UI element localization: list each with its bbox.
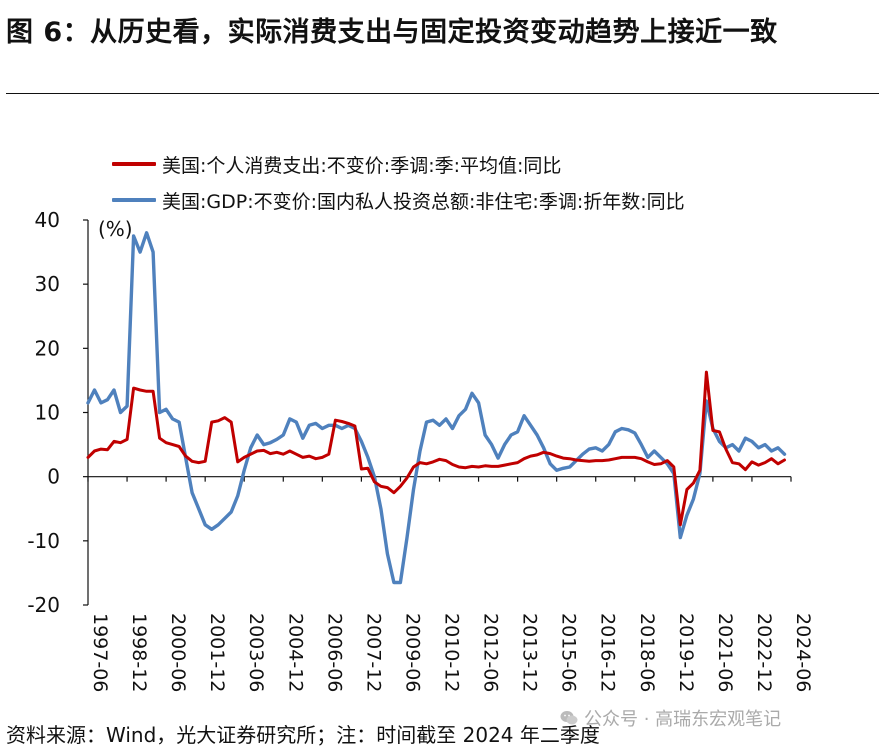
legend-item-investment: 美国:GDP:不变价:国内私人投资总额:非住宅:季调:折年数:同比 (112, 182, 685, 218)
x-tick-label: 2012-06 (480, 613, 502, 692)
x-tick-label: 2016-12 (597, 613, 619, 692)
x-tick-label: 2019-12 (675, 613, 697, 692)
x-tick-label: 2024-06 (792, 613, 814, 692)
x-tick-label: 2013-12 (519, 613, 541, 692)
series-line-consumption (86, 370, 786, 527)
x-tick-label: 2003-06 (245, 613, 267, 692)
x-tick-label: 2007-12 (362, 613, 384, 692)
figure-title: 图 6：从历史看，实际消费支出与固定投资变动趋势上接近一致 (6, 17, 778, 48)
y-tick-label: 20 (35, 336, 60, 360)
wechat-icon (560, 711, 578, 725)
x-tick-label: 2006-06 (323, 613, 345, 692)
y-tick-label: -20 (27, 593, 60, 617)
series-line-investment (86, 231, 787, 585)
x-tick-label: 2009-06 (401, 613, 423, 692)
y-tick-label: 40 (35, 208, 60, 232)
x-tick-label: 2021-06 (714, 613, 736, 692)
x-tick-label: 2018-06 (636, 613, 658, 692)
x-tick-label: 2001-12 (206, 613, 228, 692)
title-divider (6, 93, 879, 94)
watermark-text: 公众号 · 高瑞东宏观笔记 (584, 709, 782, 730)
y-tick-label: 10 (35, 401, 60, 425)
x-tick-label: 2015-06 (558, 613, 580, 692)
x-tick-label: 2010-12 (441, 613, 463, 692)
legend-label-consumption: 美国:个人消费支出:不变价:季调:季:平均值:同比 (162, 154, 562, 177)
legend-item-consumption: 美国:个人消费支出:不变价:季调:季:平均值:同比 (112, 146, 685, 182)
x-tick-label: 2004-12 (284, 613, 306, 692)
legend-swatch-red (112, 162, 156, 166)
unit-label: (%) (98, 217, 133, 241)
legend-swatch-blue (112, 198, 156, 202)
chart-legend: 美国:个人消费支出:不变价:季调:季:平均值:同比 美国:GDP:不变价:国内私… (112, 146, 685, 218)
source-note: 资料来源：Wind，光大证券研究所；注：时间截至 2024 年二季度 (6, 723, 600, 747)
x-tick-label: 1997-06 (89, 613, 111, 692)
chart-series (86, 231, 787, 585)
y-tick-label: -10 (27, 529, 60, 553)
watermark: 公众号 · 高瑞东宏观笔记 (560, 705, 781, 731)
chart-tick-labels: 40 30 20 10 0 -10 -20 (%) 1997-06 1998-12 2000-06 2… (27, 208, 814, 692)
chart-axes (83, 219, 792, 606)
x-tick-label: 1998-12 (128, 613, 150, 692)
x-tick-label: 2000-06 (167, 613, 189, 692)
y-tick-label: 0 (47, 465, 60, 489)
y-tick-label: 30 (35, 272, 60, 296)
legend-label-investment: 美国:GDP:不变价:国内私人投资总额:非住宅:季调:折年数:同比 (162, 190, 685, 213)
x-tick-label: 2022-12 (753, 613, 775, 692)
